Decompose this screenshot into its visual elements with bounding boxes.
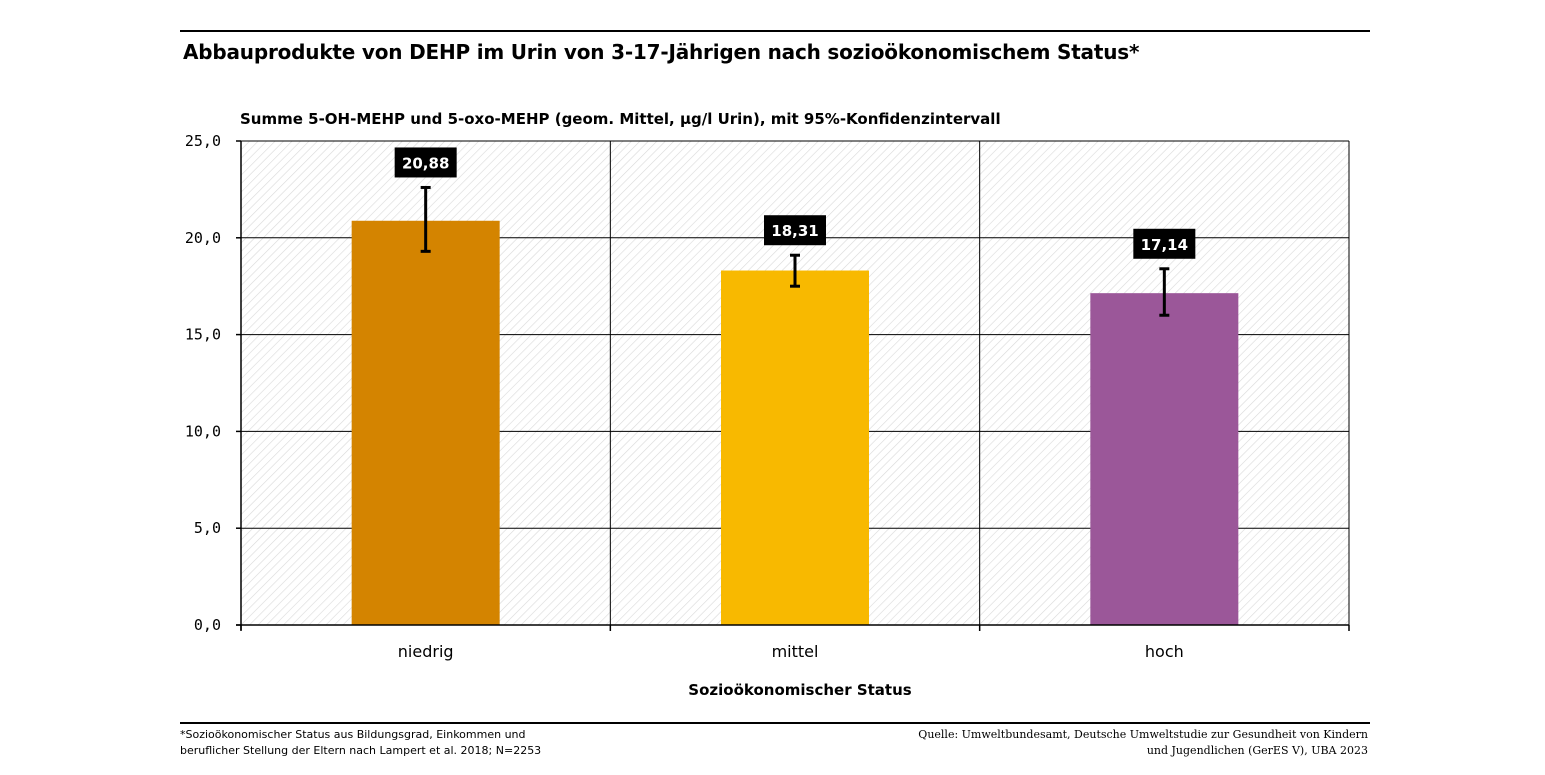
- bar-chart: 20,88 18,31 17,14 0,0 5,0 10,0 15,0 20,0 25,0 nie…: [185, 132, 1350, 699]
- value-label-box-mittel: [764, 215, 826, 246]
- source-line-2: und Jugendlichen (GerES V), UBA 2023: [1146, 744, 1368, 757]
- value-label-box-hoch: [1133, 228, 1196, 259]
- bottom-rule: [180, 722, 1370, 724]
- y-tick-label-4: 20,0: [185, 229, 221, 247]
- bar-niedrig: [351, 220, 500, 626]
- value-label-hoch: 17,14: [1141, 236, 1188, 254]
- y-tick-label-0: 0,0: [194, 616, 221, 634]
- footnote-line-1: *Sozioökonomischer Status aus Bildungsgr…: [180, 728, 526, 741]
- bar-hoch: [1090, 293, 1239, 625]
- value-label-mittel: 18,31: [771, 222, 818, 240]
- bar-mittel: [721, 270, 869, 625]
- x-tick-label-mittel: mittel: [772, 642, 819, 661]
- y-tick-label-5: 25,0: [185, 132, 221, 150]
- footnote-line-2: beruflicher Stellung der Eltern nach Lam…: [180, 744, 542, 757]
- chart-title: Abbauprodukte von DEHP im Urin von 3-17-…: [183, 40, 1140, 64]
- y-tick-label-1: 5,0: [194, 519, 221, 537]
- y-tick-label-2: 10,0: [185, 422, 221, 440]
- top-rule: [180, 30, 1370, 32]
- chart-subtitle: Summe 5-OH-MEHP und 5-oxo-MEHP (geom. Mi…: [240, 110, 1001, 128]
- source-note: Quelle: Umweltbundesamt, Deutsche Umwelt…: [848, 727, 1368, 759]
- source-line-1: Quelle: Umweltbundesamt, Deutsche Umwelt…: [918, 728, 1368, 741]
- footnote: *Sozioökonomischer Status aus Bildungsgr…: [180, 727, 600, 759]
- value-label-niedrig: 20,88: [402, 154, 449, 172]
- x-tick-label-hoch: hoch: [1145, 642, 1184, 661]
- y-tick-label-3: 15,0: [185, 326, 221, 344]
- value-label-box-niedrig: [394, 147, 457, 178]
- x-axis-title: Sozioökonomischer Status: [688, 681, 911, 699]
- x-tick-label-niedrig: niedrig: [398, 642, 454, 661]
